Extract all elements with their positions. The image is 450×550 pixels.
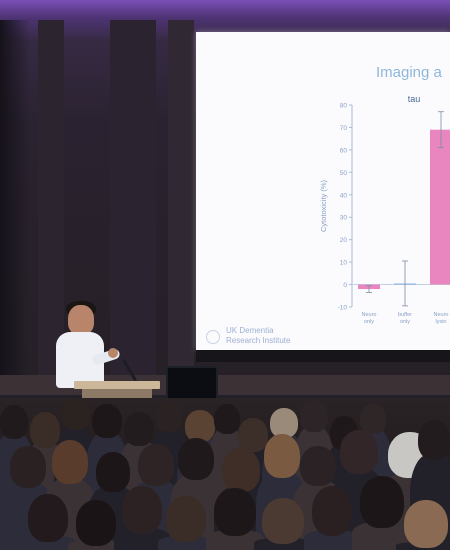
y-tick-label: 10 — [340, 260, 348, 267]
y-tick-label: -10 — [338, 305, 348, 312]
audience-shoulders — [158, 536, 214, 550]
audience-head — [360, 476, 404, 528]
bar-chart: tau 80 70 60 50 40 30 20 10 0 -10 Cytotoxicity (%) N… — [319, 94, 450, 325]
audience-head — [10, 446, 46, 488]
audience-head — [28, 494, 68, 542]
audience-head — [30, 412, 60, 448]
wall-panel — [110, 20, 156, 380]
audience-head — [300, 400, 328, 432]
audience-head — [76, 500, 116, 546]
wall-panel — [38, 20, 64, 380]
audience-head — [360, 404, 386, 434]
audience-head — [300, 446, 336, 486]
audience-head — [124, 412, 154, 446]
audience-head — [340, 430, 378, 474]
x-tick-label: lysin — [435, 319, 446, 325]
y-tick-label: 40 — [340, 192, 348, 199]
bar-3 — [430, 129, 450, 285]
audience-head — [96, 452, 130, 492]
lectern-top — [74, 381, 160, 389]
audience-head — [185, 410, 215, 442]
y-tick-label: 30 — [340, 215, 348, 222]
audience-head — [312, 486, 352, 536]
audience-head — [418, 420, 450, 460]
audience-head — [0, 405, 28, 439]
audience-head — [238, 418, 268, 452]
audience-head — [214, 488, 256, 536]
audience-shoulders — [20, 536, 76, 550]
audience-shoulders — [114, 528, 170, 550]
y-axis-label: Cytotoxicity (%) — [319, 179, 328, 232]
audience-shoulders — [304, 530, 360, 550]
audience-head — [166, 496, 206, 542]
audience-shoulders — [254, 538, 312, 550]
y-tick-label: 60 — [340, 147, 348, 154]
institute-logo-icon — [206, 330, 220, 344]
speaker-hand — [108, 348, 118, 358]
wall-shadow — [0, 20, 30, 390]
audience-head — [262, 498, 304, 544]
slide-title: Imaging a — [376, 64, 442, 81]
chart-title: tau — [408, 94, 421, 104]
audience-head — [404, 500, 448, 548]
audience-head — [222, 448, 260, 492]
audience-head — [62, 398, 90, 430]
audience-head — [52, 440, 88, 484]
x-tick-label: only — [364, 319, 374, 325]
audience-head — [156, 402, 182, 432]
wall-panel — [168, 20, 194, 380]
audience-shoulders — [206, 530, 264, 550]
y-tick-label: 80 — [340, 103, 348, 110]
y-tick-label: 50 — [340, 170, 348, 177]
y-tick-label: 0 — [343, 282, 347, 289]
logo-text-line-2: Research Institute — [226, 336, 291, 345]
audience-head — [138, 444, 174, 486]
audience-head — [178, 438, 214, 480]
logo-text-line-1: UK Dementia — [226, 326, 274, 335]
x-tick-label: Neuro — [434, 312, 449, 318]
speaker-head — [68, 305, 94, 335]
audience-head — [270, 408, 298, 438]
audience-head — [214, 404, 240, 434]
y-tick-label: 70 — [340, 125, 348, 132]
audience-head — [264, 434, 300, 478]
x-tick-label: Neuro — [362, 312, 377, 318]
screen-frame-bottom — [196, 350, 450, 362]
audience-head — [122, 486, 162, 534]
y-tick-label: 20 — [340, 237, 348, 244]
x-tick-label: buffer — [398, 312, 412, 318]
audience-head — [92, 404, 122, 438]
x-tick-label: only — [400, 319, 410, 325]
projection-screen: Imaging a tau 80 70 60 50 40 30 20 10 0 -10 Cytotox… — [196, 32, 450, 350]
